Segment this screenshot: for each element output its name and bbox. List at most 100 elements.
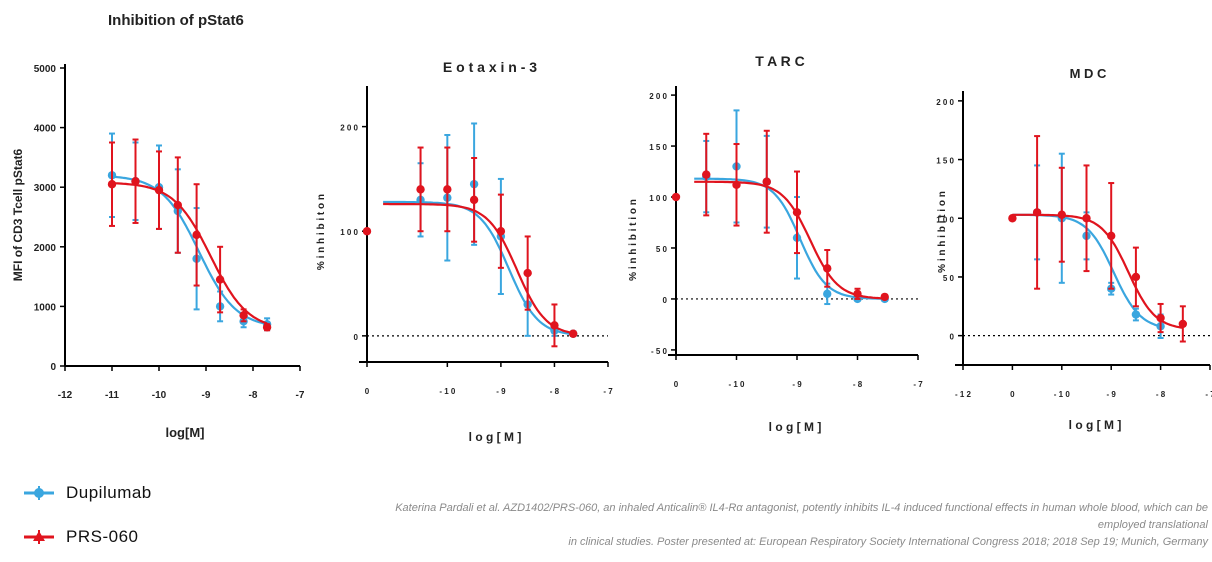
y-tick-label: 2 0 0 <box>936 98 954 107</box>
data-point <box>262 323 272 332</box>
x-tick-label: -11 <box>105 390 119 401</box>
y-tick-label: 4000 <box>34 124 57 135</box>
x-tick-label: - 7 <box>1205 390 1212 399</box>
data-point <box>853 289 862 299</box>
data-point <box>1131 310 1141 319</box>
y-tick-label: 1 0 0 <box>340 228 358 237</box>
x-axis-label: log[M] <box>166 425 205 440</box>
y-tick-label: 1 5 0 <box>936 157 954 166</box>
data-point <box>1178 319 1188 329</box>
x-tick-label: - 8 <box>1156 390 1166 399</box>
legend-marker-dupilumab <box>24 486 54 500</box>
data-point <box>1032 208 1042 217</box>
x-axis-label: l o g [ M ] <box>769 420 822 434</box>
y-tick-label: 1000 <box>34 302 57 313</box>
legend-marker-prs-060 <box>24 530 54 544</box>
data-point <box>469 195 479 205</box>
data-point <box>416 185 425 194</box>
chart-title: E o t a x i n - 3 <box>443 59 537 75</box>
x-tick-label: - 7 <box>913 380 923 389</box>
chart-title: T A R C <box>755 53 805 69</box>
x-tick-label: - 1 0 <box>439 387 456 396</box>
data-point <box>792 208 802 217</box>
x-tick-label: - 8 <box>853 380 863 389</box>
y-tick-label: 0 <box>50 362 56 373</box>
fit-curve <box>112 182 268 325</box>
legend-item-prs-060: PRS-060 <box>22 522 152 552</box>
data-point <box>192 230 201 240</box>
chart-panel-2: E o t a x i n - 3 0 1 0 0 2 0 0 0 - 1 0 - 9 - 8… <box>316 59 613 444</box>
data-point <box>732 180 741 189</box>
series-prs-060 <box>1008 135 1188 343</box>
series-prs-060 <box>671 129 889 302</box>
series-prs-060 <box>107 138 272 332</box>
x-tick-label: -12 <box>58 390 73 401</box>
fit-curve <box>383 202 574 335</box>
x-tick-label: - 8 <box>550 387 560 396</box>
data-point <box>523 268 532 278</box>
data-point <box>1057 210 1067 219</box>
y-axis-label: MFI of CD3 Tcell pStat6 <box>11 148 25 281</box>
data-point <box>702 170 711 179</box>
data-point <box>1008 214 1017 223</box>
citation-line-2: in clinical studies. Poster presented at… <box>568 536 1208 548</box>
y-axis-label: % i n h i b i t i o n <box>628 199 639 281</box>
y-tick-label: 2 0 0 <box>340 124 358 133</box>
x-tick-label: -7 <box>296 390 305 401</box>
y-tick-label: 2 0 0 <box>649 92 667 101</box>
data-point <box>568 329 578 338</box>
x-tick-label: 0 <box>1010 390 1015 399</box>
fit-curve <box>694 180 885 300</box>
data-point <box>671 192 681 202</box>
x-tick-label: - 9 <box>496 387 506 396</box>
data-point <box>1107 231 1116 241</box>
chart-title: Inhibition of pStat6 <box>108 12 244 29</box>
x-axis-label: l o g [ M ] <box>469 430 522 444</box>
series-dupilumab <box>383 122 578 338</box>
data-point <box>173 200 182 210</box>
chart-title: M D C <box>1070 66 1107 81</box>
chart-panel-4: M D C 0 5 0 1 0 0 1 5 0 2 0 0 - 1 2 0 - 1 0 - 9 - … <box>936 66 1212 432</box>
x-tick-label: -10 <box>152 390 167 401</box>
series-dupilumab <box>107 132 272 332</box>
data-point <box>880 292 889 302</box>
y-axis-label: % i n h i b i t o n <box>316 194 327 270</box>
data-point <box>496 227 506 236</box>
y-tick-label: 0 <box>354 333 359 342</box>
data-point <box>823 289 832 299</box>
fit-curve <box>694 177 885 300</box>
y-tick-label: 3000 <box>34 183 57 194</box>
y-tick-label: 5000 <box>34 64 57 75</box>
x-tick-label: - 1 0 <box>728 380 745 389</box>
data-point <box>239 311 248 320</box>
legend-label-dupilumab: Dupilumab <box>66 483 152 502</box>
data-point <box>762 177 771 186</box>
legend-item-dupilumab: Dupilumab <box>22 478 152 508</box>
y-tick-label: 5 0 <box>656 245 668 254</box>
data-point <box>1131 272 1141 282</box>
x-tick-label: - 7 <box>603 387 613 396</box>
y-tick-label: 1 5 0 <box>649 143 667 152</box>
fit-curve <box>1012 213 1183 329</box>
chart-panel-1: Inhibition of pStat6 0 1000 2000 3000 4000 500… <box>11 12 305 440</box>
y-axis-label: % i n h i b i t i o n <box>937 191 948 273</box>
x-tick-label: - 1 0 <box>1054 390 1071 399</box>
y-tick-label: 1 0 0 <box>649 194 667 203</box>
x-tick-label: -9 <box>202 390 211 401</box>
citation: Katerina Pardali et al. AZD1402/PRS-060,… <box>368 500 1208 551</box>
data-point <box>1082 214 1091 223</box>
y-tick-label: 2000 <box>34 243 57 254</box>
data-point <box>362 227 372 236</box>
x-tick-label: - 9 <box>792 380 802 389</box>
data-point <box>215 275 225 284</box>
y-tick-label: 1 0 0 <box>936 215 954 224</box>
x-tick-label: - 1 2 <box>955 390 972 399</box>
data-point <box>131 177 140 186</box>
x-tick-label: - 9 <box>1107 390 1117 399</box>
data-point <box>1156 313 1165 323</box>
x-tick-label: 0 <box>674 380 679 389</box>
citation-line-1: Katerina Pardali et al. AZD1402/PRS-060,… <box>395 502 1208 531</box>
data-point <box>550 321 559 330</box>
data-point <box>443 185 452 194</box>
x-tick-label: 0 <box>365 387 370 396</box>
